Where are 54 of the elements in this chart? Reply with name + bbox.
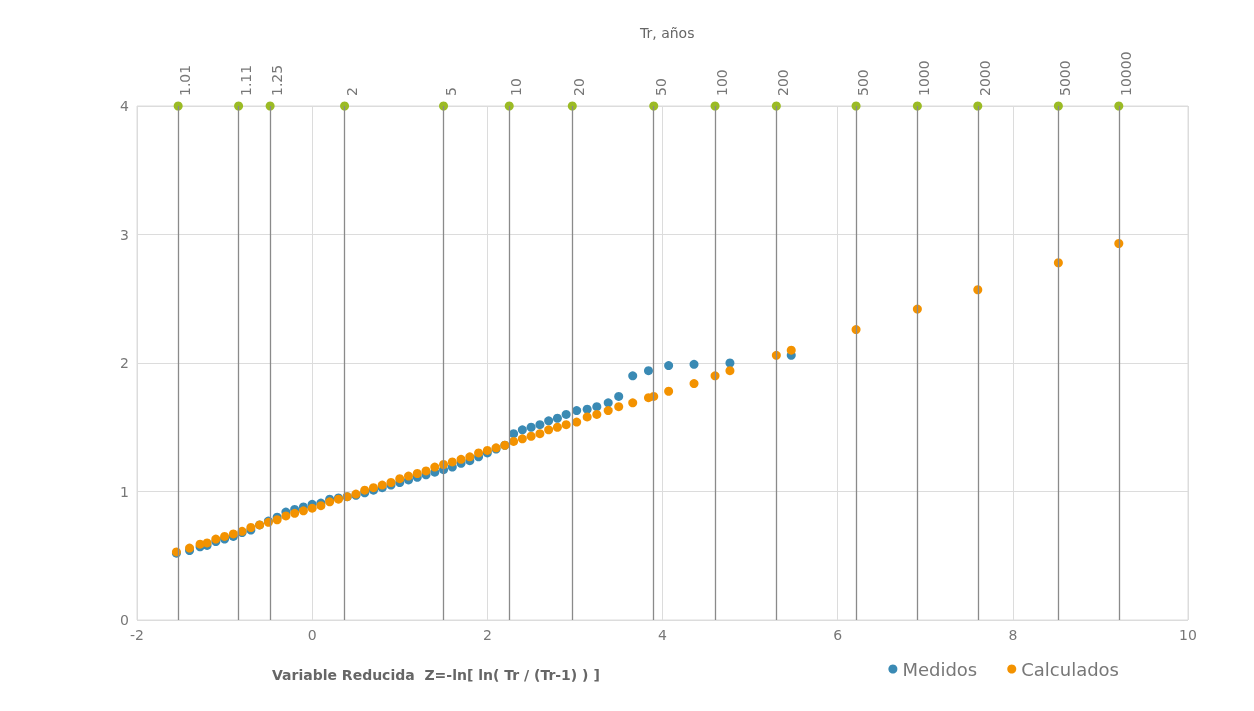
annotation: 100 — [714, 69, 731, 96]
y-tick-label: 1 — [120, 483, 129, 500]
annotation: 1000 — [916, 60, 933, 96]
point — [552, 413, 562, 423]
point — [644, 366, 653, 376]
point — [561, 409, 571, 419]
x-tick-label: 0 — [307, 627, 317, 643]
annotation: 10 — [508, 78, 525, 96]
point — [572, 406, 582, 416]
y-tick-label: 0 — [120, 612, 129, 628]
x-axis-title: Variable Reducida Z=-ln[ ln( Tr / (Tr-1) ) ] — [272, 667, 600, 683]
x-tick-label: 8 — [1008, 627, 1018, 643]
point — [664, 361, 674, 371]
point — [340, 101, 350, 111]
point — [517, 425, 527, 435]
point — [1053, 101, 1063, 111]
legend-label: Medidos — [902, 658, 978, 680]
y-tick-label: 3 — [120, 226, 129, 243]
point — [603, 398, 613, 408]
annotation: 50 — [652, 78, 669, 96]
x-tick-label: 6 — [833, 627, 843, 643]
point — [614, 391, 624, 401]
point — [265, 101, 275, 111]
point — [973, 101, 983, 111]
annotation: 1.11 — [237, 64, 254, 96]
point — [689, 359, 699, 369]
annotation: 1.01 — [177, 64, 194, 96]
point — [173, 101, 183, 111]
point — [234, 101, 244, 111]
annotation: 1.25 — [269, 64, 286, 96]
point — [439, 101, 449, 111]
text: Tr, años — [639, 25, 695, 41]
point — [628, 371, 638, 381]
annotation: 20 — [571, 78, 588, 96]
x-tick-label: 2 — [482, 627, 492, 643]
annotation: 2 — [343, 87, 360, 96]
annotation: 500 — [855, 69, 872, 96]
annotation: 5000 — [1057, 60, 1074, 96]
point — [526, 422, 536, 432]
x-tick-label: 10 — [1179, 627, 1197, 643]
y-tick-label: 4 — [120, 98, 130, 114]
point — [1114, 101, 1124, 111]
annotation: 200 — [775, 69, 792, 96]
annotation: 10000 — [1117, 51, 1134, 96]
annotation: 5 — [442, 87, 459, 96]
y-tick-label: 2 — [120, 355, 129, 371]
annotation: 2000 — [976, 60, 993, 96]
x-tick-label: 4 — [658, 627, 668, 643]
point — [725, 358, 735, 368]
point — [582, 404, 592, 414]
point — [535, 420, 545, 430]
x-tick-label: -2 — [130, 627, 144, 643]
point — [544, 416, 554, 426]
legend-label: Calculados — [1021, 658, 1120, 680]
